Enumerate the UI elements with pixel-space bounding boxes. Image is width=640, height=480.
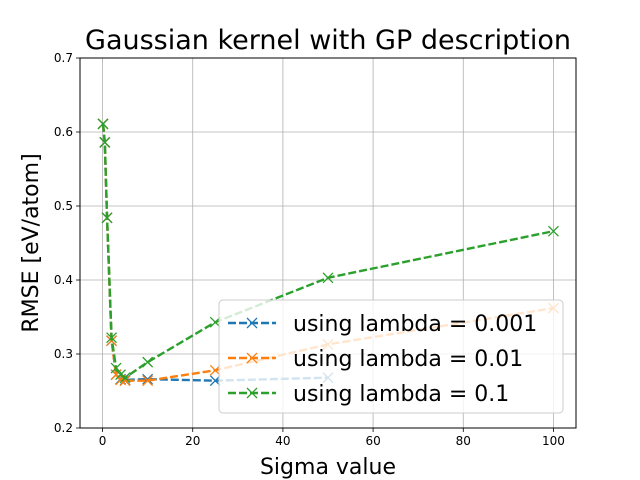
ticks: 0 20 40 60 80 100 0.2 0.3 0.4 0.5 0.6 0.7	[54, 51, 565, 448]
y-tick-label: 0.7	[54, 51, 73, 65]
x-tick-label: 60	[365, 434, 380, 448]
x-tick-label: 0	[99, 434, 107, 448]
legend-label: using lambda = 0.001	[293, 312, 537, 337]
y-tick-label: 0.4	[54, 273, 73, 287]
x-tick-label: 80	[456, 434, 471, 448]
data-point	[119, 375, 131, 387]
data-point	[106, 332, 118, 344]
data-point	[322, 272, 334, 284]
series-line	[101, 123, 554, 380]
legend-marker	[246, 352, 258, 364]
y-tick-label: 0.5	[54, 199, 73, 213]
x-tick-label: 100	[542, 434, 565, 448]
legend: using lambda = 0.001 using lambda = 0.01 u…	[218, 299, 564, 414]
x-tick-label: 40	[275, 434, 290, 448]
data-point	[99, 136, 111, 148]
legend-box	[218, 299, 564, 414]
legend-marker	[246, 317, 258, 329]
data-point	[142, 375, 154, 387]
y-tick-label: 0.6	[54, 125, 73, 139]
plot-frame	[79, 57, 577, 429]
y-tick-label: 0.2	[54, 421, 73, 435]
data-point	[142, 356, 154, 368]
legend-marker	[246, 387, 258, 399]
data-point	[101, 212, 113, 224]
legend-label: using lambda = 0.01	[293, 347, 523, 372]
data-point	[119, 372, 131, 384]
data-point	[97, 118, 109, 130]
data-point	[142, 373, 154, 385]
y-axis-label: RMSE [eV/atom]	[19, 153, 44, 332]
legend-label: using lambda = 0.1	[293, 382, 509, 407]
x-axis-label: Sigma value	[260, 455, 396, 480]
y-tick-label: 0.3	[54, 347, 73, 361]
chart-title: Gaussian kernel with GP description	[85, 25, 571, 56]
x-tick-label: 20	[185, 434, 200, 448]
data-point	[547, 225, 559, 237]
data-point	[110, 362, 122, 374]
